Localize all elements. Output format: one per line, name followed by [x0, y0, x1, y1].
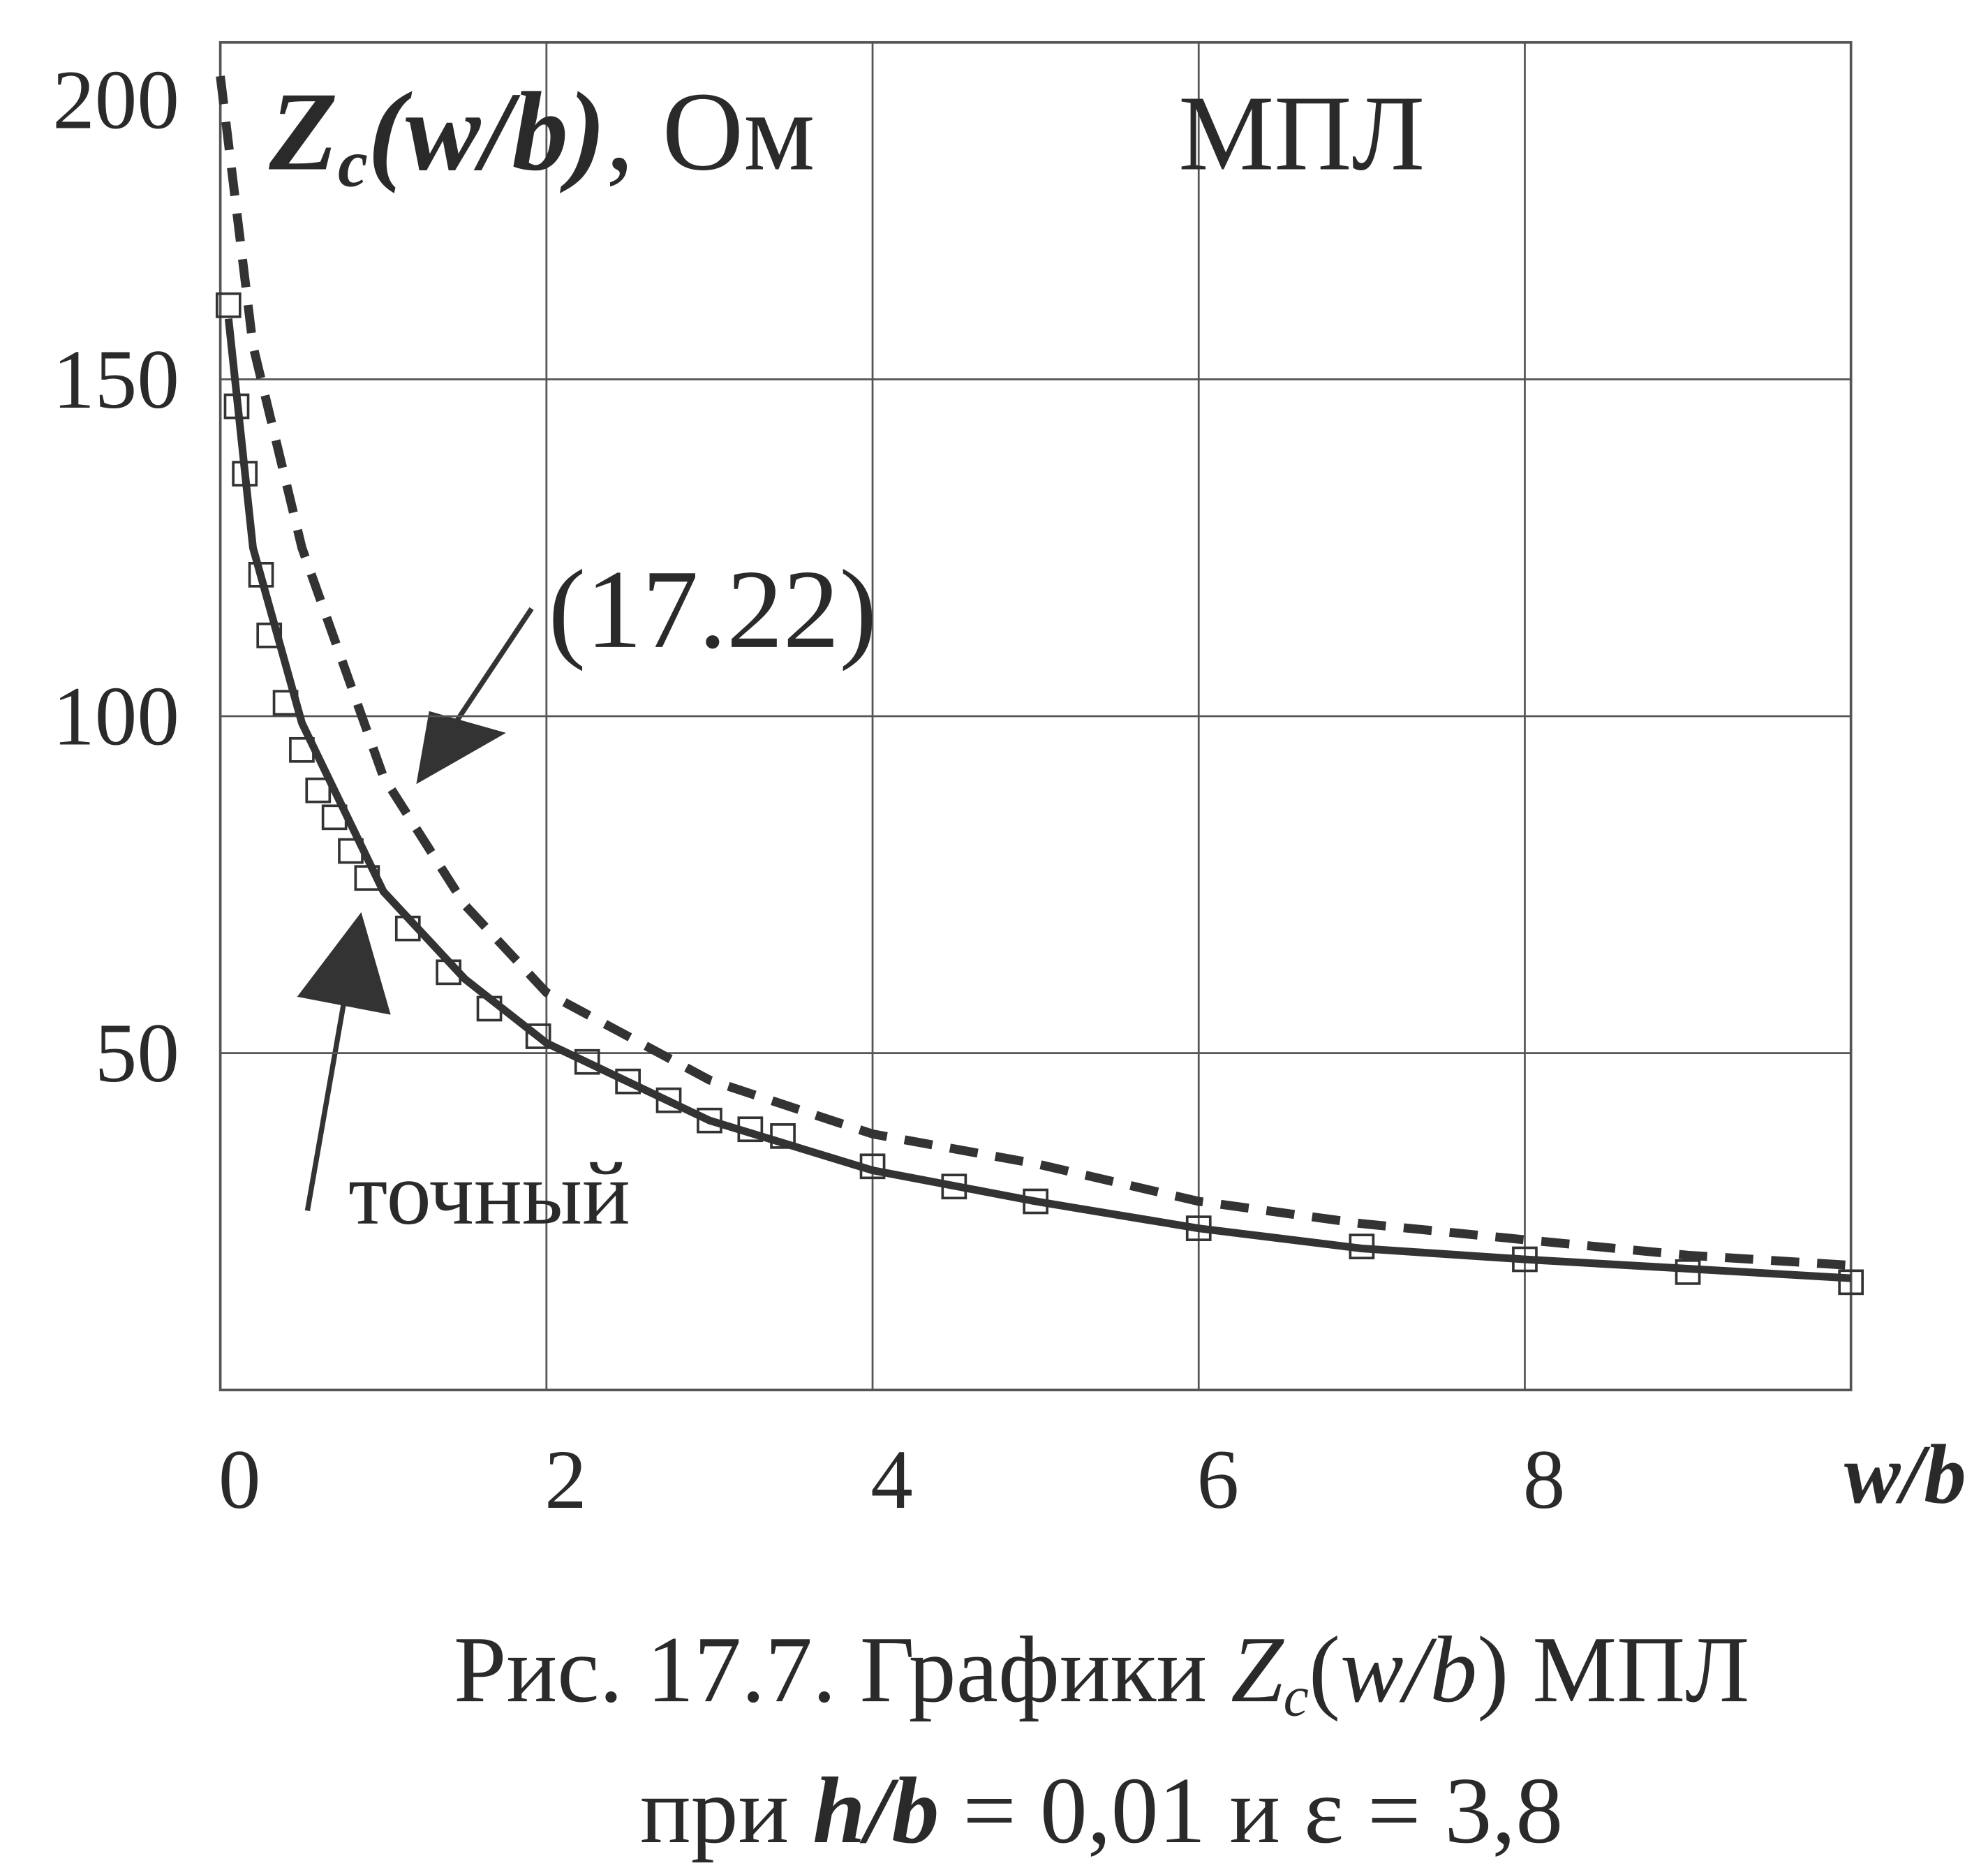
y-tick-label: 50 [95, 1007, 179, 1100]
text-segment: (w/b) [368, 68, 606, 193]
caption-line: при h/b = 0,01 и ε = 3,8 [640, 1758, 1563, 1863]
data-point [289, 736, 315, 763]
data-point [256, 622, 283, 648]
x-tick-label: 8 [1523, 1433, 1566, 1527]
data-point [1512, 1246, 1538, 1273]
data-point [321, 804, 348, 831]
x-tick-label: 2 [544, 1433, 587, 1527]
data-point [655, 1087, 682, 1113]
text-segment: ( [1309, 1617, 1340, 1722]
text-segment: Z [268, 68, 338, 193]
data-point [1838, 1269, 1864, 1296]
data-point [574, 1048, 600, 1075]
y-tick-label: 200 [52, 54, 179, 147]
data-point [476, 995, 503, 1022]
text-segment: w/b [1340, 1617, 1477, 1722]
x-tick-label: 6 [1196, 1433, 1239, 1527]
data-point [436, 959, 462, 986]
text-segment: ) МПЛ [1477, 1617, 1749, 1722]
text-segment: h/b [813, 1758, 939, 1863]
data-point [305, 777, 332, 803]
arrow-head [416, 711, 506, 785]
x-tick-label: 0 [218, 1433, 261, 1527]
y-tick-label: 100 [52, 669, 179, 763]
series-line [224, 318, 1851, 1282]
data-point [1349, 1233, 1375, 1260]
data-point [223, 393, 250, 420]
chart-title: Zc(w/b), Ом [268, 68, 815, 200]
data-point [232, 461, 258, 487]
data-point [354, 865, 380, 891]
text-segment: c [338, 126, 368, 201]
text-segment: Z [1231, 1617, 1284, 1722]
text-segment: Рис. 17.7. Графики [454, 1617, 1231, 1722]
data-point [394, 915, 421, 942]
data-point [737, 1116, 764, 1143]
caption-line: Рис. 17.7. Графики Zc(w/b) МПЛ [454, 1617, 1749, 1728]
series-line [216, 75, 1852, 1270]
data-point [248, 561, 274, 588]
series-label: точный [348, 1144, 630, 1243]
data-point [338, 838, 364, 864]
data-point [697, 1107, 722, 1134]
text-segment: c [1284, 1665, 1309, 1728]
data-point [525, 1023, 551, 1049]
data-point [272, 690, 299, 716]
data-point [215, 292, 242, 318]
data-point [941, 1173, 967, 1200]
text-segment: = 0,01 и ε = 3,8 [939, 1758, 1563, 1863]
arrow-head [297, 912, 391, 1015]
data-point [770, 1123, 796, 1149]
data-point [859, 1153, 886, 1180]
series-label: (17.22) [548, 547, 877, 672]
x-axis-label: w/b [1844, 1428, 1966, 1522]
data-point [1023, 1188, 1048, 1215]
text-segment: при [640, 1758, 813, 1863]
y-tick-label: 150 [52, 333, 179, 427]
data-point [1185, 1215, 1212, 1241]
data-point [615, 1068, 641, 1095]
data-point [1675, 1259, 1701, 1285]
text-segment: , Ом [606, 68, 815, 193]
annotation: МПЛ [1178, 74, 1425, 193]
x-tick-label: 4 [870, 1433, 913, 1527]
